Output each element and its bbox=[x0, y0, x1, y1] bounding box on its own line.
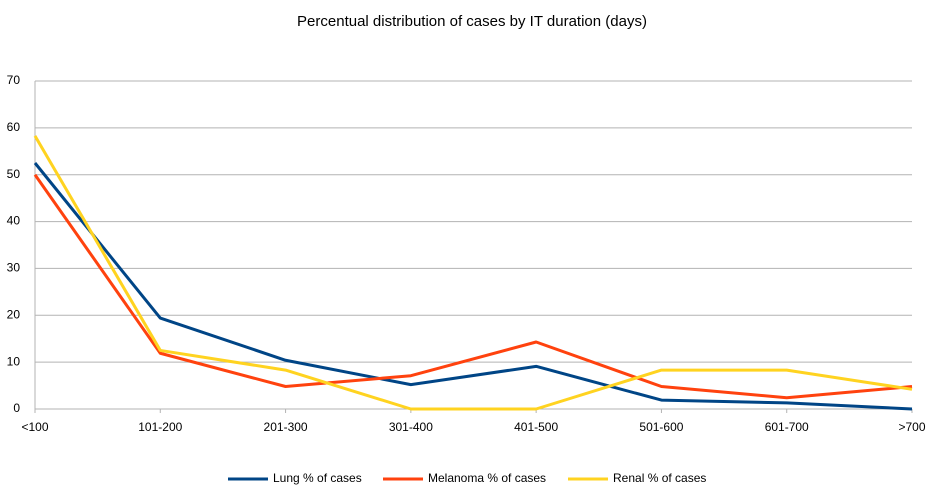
y-tick-label: 40 bbox=[7, 214, 21, 228]
x-tick-label: 501-600 bbox=[639, 420, 683, 434]
x-tick-label: 101-200 bbox=[138, 420, 182, 434]
y-tick-label: 60 bbox=[7, 120, 21, 134]
x-tick-label: 201-300 bbox=[264, 420, 308, 434]
x-tick-label: 601-700 bbox=[765, 420, 809, 434]
y-tick-label: 70 bbox=[7, 73, 21, 87]
legend-label: Renal % of cases bbox=[613, 471, 706, 485]
x-tick-label: >700 bbox=[898, 420, 925, 434]
y-tick-label: 20 bbox=[7, 307, 21, 321]
series-line bbox=[33, 135, 913, 411]
legend-label: Melanoma % of cases bbox=[428, 471, 546, 485]
x-tick-label: 301-400 bbox=[389, 420, 433, 434]
y-tick-label: 10 bbox=[7, 354, 21, 368]
y-tick-label: 0 bbox=[13, 401, 20, 415]
x-tick-label: <100 bbox=[21, 420, 48, 434]
series-line bbox=[33, 173, 913, 400]
x-tick-label: 401-500 bbox=[514, 420, 558, 434]
y-tick-label: 30 bbox=[7, 261, 21, 275]
chart-title: Percentual distribution of cases by IT d… bbox=[297, 13, 647, 30]
y-tick-label: 50 bbox=[7, 167, 21, 181]
legend-label: Lung % of cases bbox=[273, 471, 362, 485]
series-line bbox=[33, 162, 913, 411]
